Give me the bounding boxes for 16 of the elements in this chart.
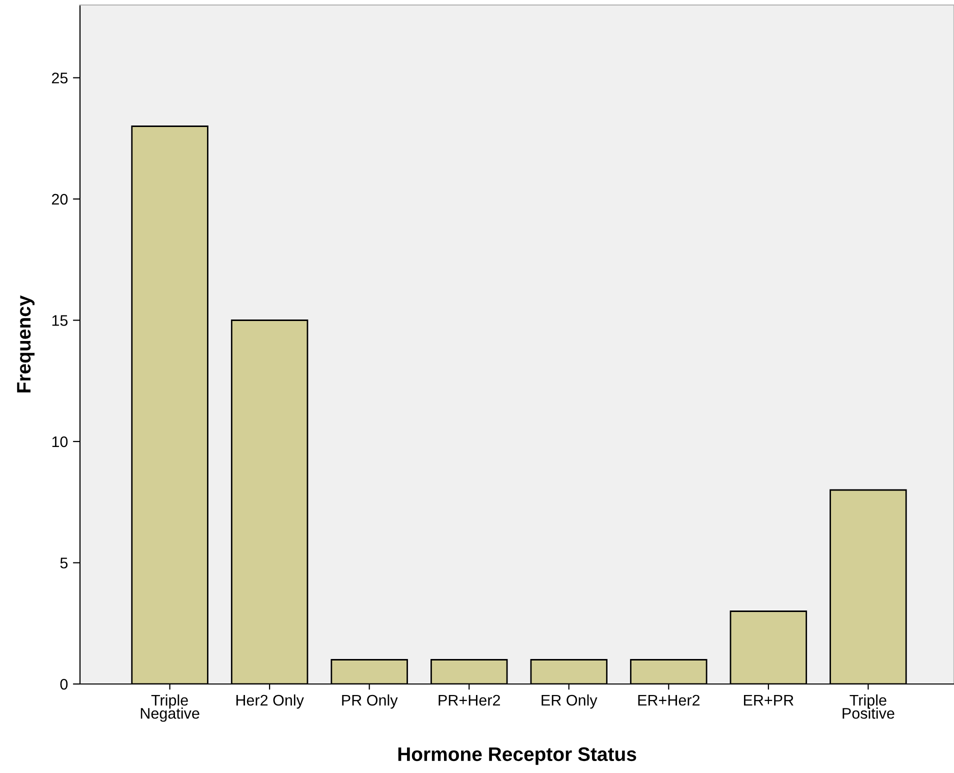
y-tick-label: 0 — [60, 678, 68, 690]
x-tick-label: PR+Her2 — [438, 694, 500, 706]
x-tick-label: Triple Positive — [842, 694, 894, 719]
y-tick-label: 5 — [60, 558, 68, 568]
x-tick-label: ER+PR — [744, 694, 794, 706]
y-axis-title: Frequency — [17, 295, 35, 392]
x-tick-label: Her2 Only — [236, 694, 304, 709]
x-axis-title: Hormone Receptor Status — [398, 747, 636, 765]
y-tick-label: 20 — [52, 194, 68, 205]
y-tick-label: 25 — [52, 72, 68, 84]
y-tick-label: 10 — [52, 436, 68, 448]
x-tick-label: ER+Her2 — [638, 694, 700, 706]
x-tick-label: Triple Negative — [140, 694, 200, 722]
x-tick-label: PR Only — [342, 694, 398, 709]
y-tick-label: 15 — [52, 315, 68, 326]
x-tick-label: ER Only — [542, 694, 598, 709]
